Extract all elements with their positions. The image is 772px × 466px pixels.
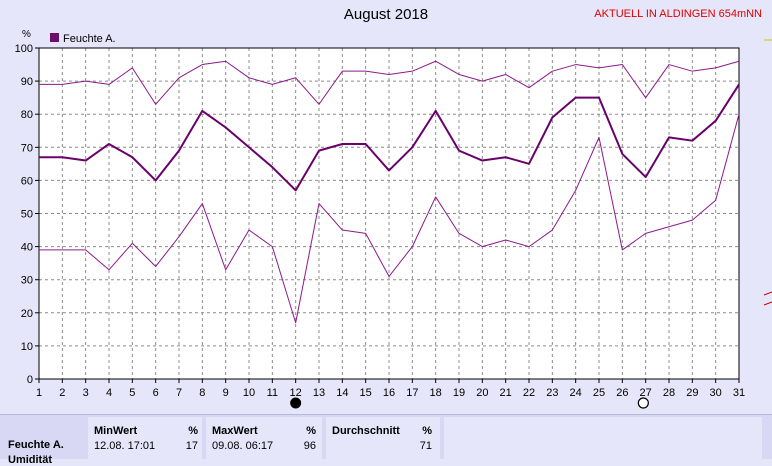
chart-series-lines (39, 60, 740, 324)
x-tick-label: 31 (733, 387, 745, 399)
x-tick-label: 30 (710, 387, 722, 399)
min-header: MinWert (94, 425, 138, 437)
right-edge-decoration (763, 39, 772, 306)
x-tick-label: 5 (129, 387, 135, 399)
x-tick-label: 20 (476, 387, 488, 399)
x-tick-label: 22 (523, 387, 535, 399)
y-axis-unit: % (22, 29, 31, 40)
chart-title: August 2018 (343, 6, 429, 23)
chart-grid (39, 48, 739, 379)
y-tick-label: 0 (27, 374, 33, 386)
x-tick-label: 6 (153, 387, 159, 399)
y-tick-label: 60 (21, 175, 33, 187)
x-tick-label: 7 (176, 387, 182, 399)
x-tick-label: 10 (243, 387, 255, 399)
legend-label: Feuchte A. (63, 33, 116, 45)
x-tick-label: 26 (616, 387, 628, 399)
min-time: 12.08. 17:01 (94, 440, 156, 452)
y-tick-label: 50 (21, 209, 33, 221)
y-tick-label: 80 (21, 109, 33, 121)
series-line-min (39, 114, 740, 324)
x-tick-label: 15 (360, 387, 372, 399)
y-tick-label: 10 (21, 341, 33, 353)
y-tick-label: 40 (21, 242, 33, 254)
x-tick-label: 9 (223, 387, 229, 399)
avg-value: 71 (419, 440, 432, 452)
y-tick-label: 70 (21, 142, 33, 154)
avg-cell: Durchschnitt % 71 (326, 417, 440, 461)
min-unit: % (188, 425, 198, 437)
max-header: MaxWert (212, 425, 258, 437)
empty-cell (444, 417, 762, 461)
y-tick-label: 20 (21, 308, 33, 320)
y-tick-label: 90 (21, 76, 33, 88)
summary-row-label-cut: Umidität (8, 454, 52, 466)
series-line-avg (39, 83, 740, 192)
x-tick-label: 21 (500, 387, 512, 399)
max-unit: % (306, 425, 316, 437)
max-cell: MaxWert % 09.08. 06:17 96 (206, 417, 322, 461)
x-tick-label: 13 (313, 387, 325, 399)
x-tick-label: 16 (383, 387, 395, 399)
max-value: 96 (303, 440, 316, 452)
x-tick-label: 23 (546, 387, 558, 399)
full-moon-marker (290, 397, 302, 409)
x-tick-label: 12 (290, 387, 302, 399)
x-tick-label: 17 (406, 387, 418, 399)
y-tick-label: 30 (21, 275, 33, 287)
legend-swatch (50, 33, 59, 42)
x-tick-label: 2 (59, 387, 65, 399)
x-tick-label: 27 (640, 387, 652, 399)
chart-moon-markers (290, 397, 649, 409)
summary-panel: Feuchte A. Umidität MinWert % 12.08. 17:… (0, 414, 772, 466)
new-moon-marker (637, 397, 649, 409)
min-value: 17 (185, 440, 198, 452)
summary-row-label: Feuchte A. (8, 439, 64, 451)
station-label: AKTUELL IN ALDINGEN 654mNN (594, 8, 762, 20)
x-tick-label: 4 (106, 387, 112, 399)
x-tick-label: 1 (36, 387, 42, 399)
x-tick-label: 14 (336, 387, 348, 399)
x-tick-label: 29 (686, 387, 698, 399)
series-line-max (39, 60, 740, 105)
avg-header: Durchschnitt (332, 425, 400, 437)
avg-unit: % (422, 425, 432, 437)
x-tick-label: 24 (570, 387, 582, 399)
chart-legend: Feuchte A. (50, 33, 116, 45)
x-tick-label: 19 (453, 387, 465, 399)
x-tick-label: 3 (83, 387, 89, 399)
x-tick-label: 25 (593, 387, 605, 399)
x-tick-label: 28 (663, 387, 675, 399)
x-tick-label: 18 (430, 387, 442, 399)
y-tick-label: 100 (15, 43, 33, 55)
min-cell: MinWert % 12.08. 17:01 17 (88, 417, 202, 461)
x-tick-label: 11 (267, 387, 278, 399)
x-tick-label: 8 (199, 387, 205, 399)
max-time: 09.08. 06:17 (212, 440, 274, 452)
